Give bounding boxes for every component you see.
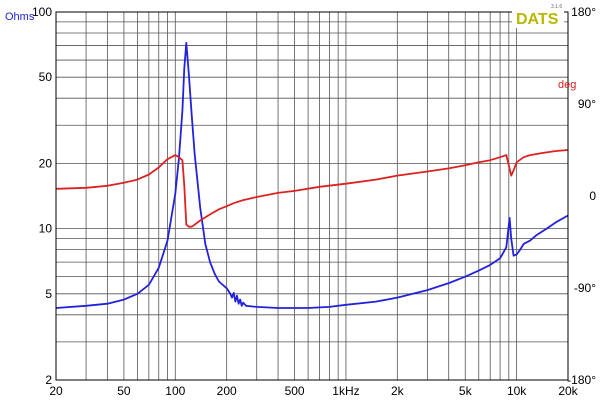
y-left-tick-label: 2 <box>45 373 52 387</box>
y-axis-left-tick-labels: 100 50 20 10 5 2 <box>32 5 52 387</box>
x-tick-label: 20 <box>49 384 63 398</box>
series-layer <box>55 42 569 309</box>
grid <box>56 12 568 380</box>
x-tick-label: 50 <box>117 384 131 398</box>
plot-frame <box>55 11 569 381</box>
y-axis-right-label: deg <box>558 79 576 91</box>
x-tick-label: 1kHz <box>332 384 359 398</box>
version-label: 3.1.6 <box>551 4 562 10</box>
y-right-tick-label: -180° <box>567 373 596 387</box>
x-tick-label: 2k <box>391 384 405 398</box>
x-tick-label: 20k <box>558 384 578 398</box>
y-left-tick-label: 50 <box>39 70 53 84</box>
x-tick-label: 5k <box>459 384 473 398</box>
brand-logo: DATS <box>516 11 559 28</box>
impedance-curve <box>55 42 569 309</box>
y-right-tick-label: 0 <box>589 189 596 203</box>
y-right-tick-label: 90° <box>578 97 596 111</box>
y-axis-right-tick-labels: 180° 90° 0 -90° -180° <box>567 5 596 387</box>
phase-curve <box>55 149 569 228</box>
y-right-tick-label: 180° <box>571 5 596 19</box>
y-left-tick-label: 10 <box>39 222 53 236</box>
x-tick-label: 10k <box>507 384 527 398</box>
y-left-tick-label: 5 <box>45 287 52 301</box>
y-right-tick-label: -90° <box>574 281 596 295</box>
x-tick-label: 100 <box>165 384 185 398</box>
y-left-tick-label: 100 <box>32 5 52 19</box>
x-axis-tick-labels: 20 50 100 200 500 1kHz 2k 5k 10k 20k <box>49 384 578 398</box>
y-left-tick-label: 20 <box>39 156 53 170</box>
x-tick-label: 200 <box>217 384 237 398</box>
x-tick-label: 500 <box>285 384 305 398</box>
y-axis-left-label: Ohms <box>5 11 35 23</box>
brand-box <box>512 8 564 28</box>
